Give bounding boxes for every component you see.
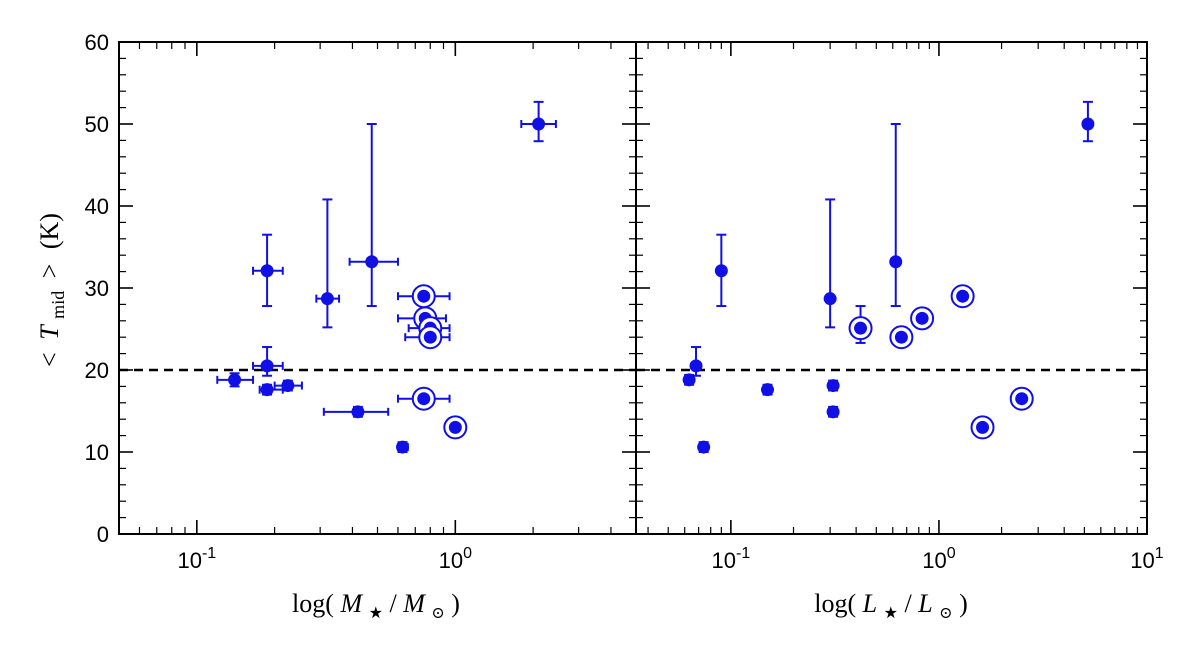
data-point-right	[910, 306, 935, 331]
y-tick-label: 30	[85, 276, 109, 301]
marker	[1081, 117, 1095, 131]
data-point-right	[823, 198, 837, 329]
data-point-left	[404, 325, 451, 350]
data-point-left	[258, 383, 284, 397]
marker	[260, 264, 274, 278]
marker	[689, 359, 703, 373]
data-point-right	[826, 379, 840, 393]
marker	[281, 379, 295, 393]
data-point-right	[889, 123, 903, 308]
marker	[417, 392, 431, 406]
data-point-right	[689, 346, 703, 377]
y-tick-label: 60	[85, 30, 109, 55]
y-tick-label: 0	[97, 522, 109, 547]
data-point-left	[216, 372, 255, 388]
data-point-right	[1081, 100, 1095, 143]
marker	[956, 289, 970, 303]
right-x-axis-label: log( L ★ / L ⊙ )	[814, 589, 967, 624]
x-tick-label: 10-1	[712, 545, 751, 573]
marker	[826, 379, 840, 393]
x-tick-label: 101	[1130, 545, 1163, 573]
marker	[260, 383, 274, 397]
y-axis-label: < T mid > (K)	[35, 213, 70, 367]
data-point-left	[520, 100, 557, 143]
left-x-axis-label: log( M ★ / M ⊙ )	[292, 589, 460, 624]
marker	[532, 117, 546, 131]
marker	[448, 420, 462, 434]
marker	[889, 255, 903, 269]
y-tick-label: 50	[85, 112, 109, 137]
data-point-right	[826, 405, 840, 419]
marker	[423, 330, 437, 344]
marker	[976, 420, 990, 434]
marker	[365, 255, 379, 269]
data-point-right	[761, 383, 775, 397]
marker	[228, 373, 242, 387]
data-point-left	[396, 284, 451, 309]
marker	[396, 440, 410, 454]
x-tick-label: 10-1	[177, 545, 216, 573]
marker	[697, 440, 711, 454]
marker	[826, 405, 840, 419]
data-point-right	[950, 284, 975, 309]
marker	[351, 405, 365, 419]
data-point-right	[848, 305, 873, 344]
marker	[417, 289, 431, 303]
y-tick-label: 10	[85, 440, 109, 465]
marker	[761, 383, 775, 397]
marker	[260, 359, 274, 373]
data-point-left	[396, 386, 451, 411]
left-plot-frame	[118, 41, 637, 535]
data-point-left	[322, 405, 390, 419]
left-panel: 0 10 20 30 40 50 60 10-1 100	[85, 30, 637, 573]
data-point-left	[348, 123, 399, 308]
data-point-left	[273, 379, 303, 393]
x-tick-label: 100	[922, 545, 955, 573]
data-point-left	[252, 346, 284, 377]
y-tick-label: 40	[85, 194, 109, 219]
data-point-left	[252, 233, 284, 308]
data-point-right	[970, 415, 995, 440]
marker	[915, 311, 929, 325]
y-tick-label: 20	[85, 358, 109, 383]
x-tick-label: 100	[439, 545, 472, 573]
marker	[320, 292, 334, 306]
data-point-left	[396, 440, 410, 454]
data-point-right	[889, 325, 914, 350]
data-point-right	[697, 440, 711, 454]
data-point-right	[714, 233, 728, 308]
right-plot-frame	[635, 41, 1148, 535]
right-panel: 10-1 100 101	[635, 41, 1164, 573]
marker	[714, 264, 728, 278]
marker	[854, 321, 868, 335]
marker	[894, 330, 908, 344]
data-point-left	[315, 198, 341, 329]
marker	[823, 292, 837, 306]
data-point-right	[1009, 386, 1034, 411]
marker	[1015, 392, 1029, 406]
data-point-left	[443, 415, 468, 440]
